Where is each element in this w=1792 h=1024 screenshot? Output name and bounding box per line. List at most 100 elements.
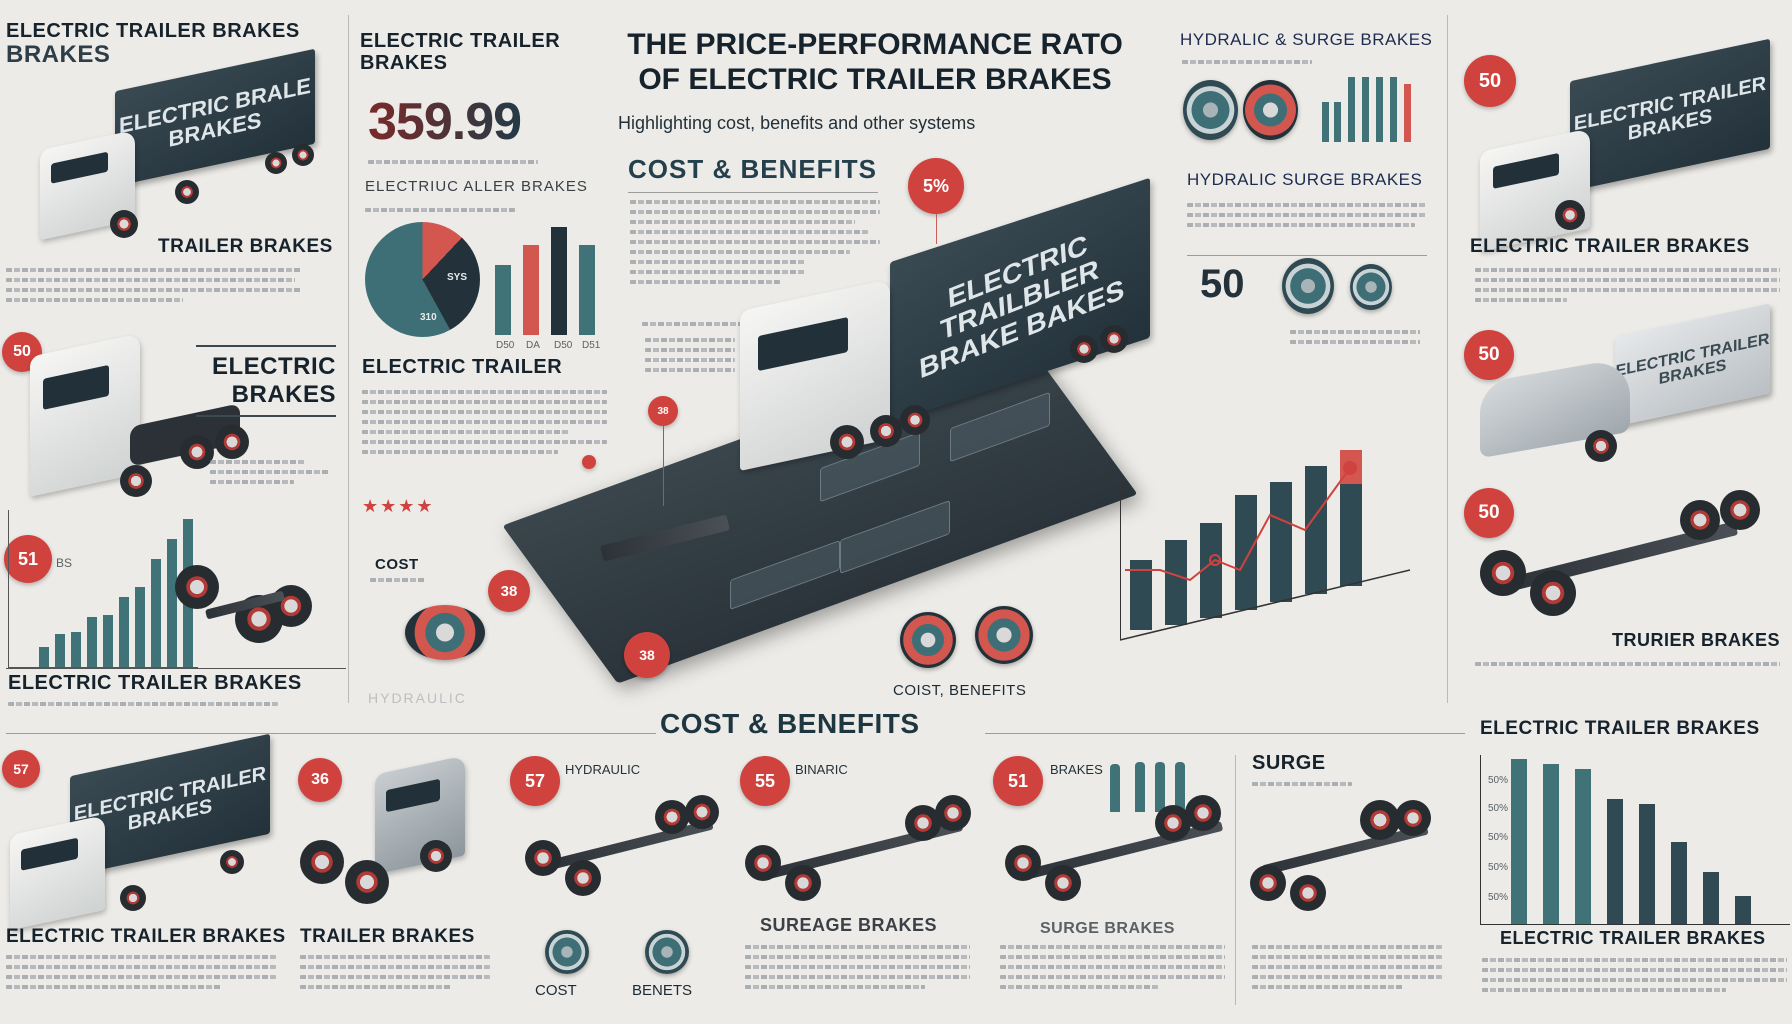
pie-caption [365, 208, 515, 212]
chart-bar [39, 647, 49, 667]
wheel [1100, 325, 1128, 353]
bottom-label-3: HYDRAULIC [565, 762, 641, 777]
center-truck-illustration: ELECTRIC TRAILBLER BRAKE BAKES [740, 165, 1160, 505]
cost-badge: 38 [488, 570, 530, 612]
cylinder [1110, 764, 1120, 812]
percent-badge: 5% [908, 158, 964, 214]
badge-pin [936, 214, 937, 244]
trailer-box: ELECTRIC TRAILBLER BRAKE BAKES [890, 177, 1150, 423]
bottom-chassis-4 [745, 790, 975, 910]
second-col-bar-chart [493, 225, 603, 335]
section-divider [985, 733, 1465, 734]
chart-bar [1575, 769, 1591, 924]
wheel [1395, 800, 1431, 836]
brake-drum-icon [975, 606, 1033, 664]
heading-line: BRAKES [231, 381, 336, 408]
stat-value: 50 [1200, 262, 1245, 306]
wheel [655, 800, 689, 834]
stat-caption [1290, 330, 1420, 344]
right-chassis-illustration [1480, 490, 1780, 630]
brake-rotor-icon [1183, 80, 1238, 140]
section-cost-benefits-heading: COST & BENEFITS [660, 708, 920, 739]
y-tick: 50% [1488, 892, 1509, 903]
bottom-badge-1: 57 [2, 750, 40, 788]
heading-line: ELECTRIC [212, 353, 336, 380]
pin-badge-small [582, 455, 596, 469]
wheel [1250, 865, 1286, 901]
wheel [215, 425, 249, 459]
wheel [565, 860, 601, 896]
left-top-heading: ELECTRIC TRAILER BRAKES BRAKES [6, 20, 300, 68]
faded-heading: HYDRAULIC [368, 690, 467, 706]
cylinder [1155, 762, 1165, 812]
wheel [180, 435, 214, 469]
trailer-text: ELECTRIC TRAILER BRAKES [1573, 72, 1767, 145]
bottom-text-5 [1000, 945, 1225, 989]
cylinder [1135, 762, 1145, 812]
bottom-heading-1: ELECTRIC TRAILER BRAKES [6, 926, 286, 947]
chart-bar [1671, 842, 1687, 924]
chart-bar [71, 632, 81, 667]
hydraulic-rule [1187, 255, 1427, 256]
right-caption [1475, 662, 1780, 666]
column-divider [1447, 15, 1448, 703]
chart-bar [1165, 540, 1187, 625]
bottom-truck-illustration: ELECTRIC TRAILER BRAKES [10, 733, 280, 931]
left-chart-label: BS [56, 556, 73, 570]
chart-bar [551, 227, 567, 335]
page-subtitle: Highlighting cost, benefits and other sy… [618, 113, 976, 133]
wheel [1070, 335, 1098, 363]
second-col-heading: ELECTRIC TRAILER BRAKES [360, 30, 560, 74]
bottom-badge-2: 36 [298, 758, 342, 802]
right-top-truck-illustration: ELECTRIC TRAILER BRAKES [1480, 38, 1780, 252]
cost-icon [545, 930, 589, 974]
title-line: OF ELECTRIC TRAILER BRAKES [638, 62, 1112, 96]
bottom-benefits-label: BENETS [632, 982, 693, 999]
wheel [1290, 875, 1326, 911]
chart-bar [167, 539, 177, 667]
wheel [345, 860, 389, 904]
left-badge-2: 51 [4, 535, 52, 583]
wheel [175, 180, 199, 204]
wheel [300, 840, 344, 884]
page-title: THE PRICE-PERFORMANCE RATO OF ELECTRIC T… [595, 28, 1155, 97]
price-caption [368, 160, 538, 164]
chart-bar [1511, 759, 1527, 924]
bottom-badge-4: 55 [740, 756, 790, 806]
bottom-badge-3: 57 [510, 756, 560, 806]
pin-stem [663, 426, 664, 506]
trailer-text: ELECTRIC BRALE BRAKES [119, 73, 311, 152]
wheel [292, 144, 314, 166]
chart-bar [1607, 799, 1623, 924]
wheel [870, 415, 902, 447]
cylinder [1175, 762, 1185, 812]
bottom-right-bar-chart [1480, 755, 1790, 925]
left-divider [6, 668, 346, 669]
cost-benefits-rule [628, 192, 878, 193]
chart-bar [579, 245, 595, 335]
price-value: 359.99 [368, 93, 522, 151]
trailer-brakes-caption: TRAILER BRAKES [158, 236, 333, 257]
cost-benefits-caption: COIST, BENEFITS [893, 682, 1027, 699]
trend-line [1125, 461, 1357, 582]
caliper-icon [1350, 264, 1392, 310]
left-bar-chart [8, 510, 198, 668]
bar-label: DA [526, 340, 540, 351]
title-line: THE PRICE-PERFORMANCE RATO [627, 28, 1123, 61]
left-mid-text [210, 460, 330, 484]
section-divider [6, 733, 656, 734]
wheel [1480, 550, 1526, 596]
bottom-heading-2: TRAILER BRAKES [300, 926, 475, 947]
bottom-right-heading-2: ELECTRIC TRAILER BRAKES [1500, 928, 1766, 948]
bar-label: D50 [554, 340, 573, 351]
chart-bar [1390, 77, 1397, 142]
chart-bar [1340, 450, 1362, 586]
wheel [1720, 490, 1760, 530]
column-divider [348, 15, 349, 703]
pin-badge: 38 [648, 396, 678, 426]
y-axis [1120, 480, 1121, 640]
hydraulic-surge-text [1187, 203, 1427, 227]
bottom-label-5: BRAKES [1050, 762, 1103, 777]
left-bottom-heading: ELECTRIC TRAILER BRAKES [8, 672, 302, 694]
bottom-badge-5: 51 [993, 756, 1043, 806]
